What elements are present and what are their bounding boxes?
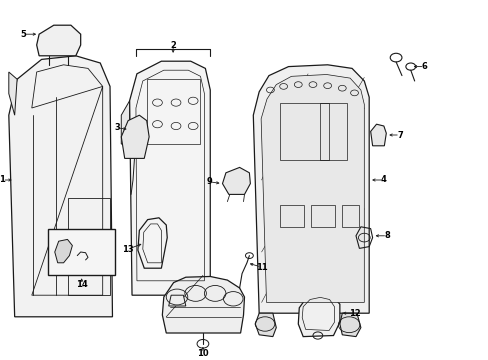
- Bar: [279, 205, 304, 227]
- Polygon shape: [255, 313, 276, 337]
- Bar: [320, 103, 346, 160]
- Text: 13: 13: [122, 245, 134, 253]
- Polygon shape: [168, 295, 185, 306]
- Text: 12: 12: [348, 309, 360, 318]
- Polygon shape: [261, 75, 364, 302]
- Text: 11: 11: [255, 263, 267, 271]
- Polygon shape: [9, 72, 17, 115]
- Polygon shape: [121, 115, 149, 158]
- Text: 3: 3: [114, 123, 120, 132]
- Text: 1: 1: [0, 175, 5, 184]
- Polygon shape: [162, 276, 244, 333]
- Bar: [48, 229, 115, 275]
- Polygon shape: [9, 56, 112, 317]
- Polygon shape: [222, 167, 250, 194]
- Polygon shape: [298, 293, 339, 337]
- Bar: [279, 103, 328, 160]
- Text: 8: 8: [384, 231, 389, 240]
- Bar: [310, 205, 334, 227]
- Text: 14: 14: [76, 280, 87, 289]
- Polygon shape: [55, 239, 72, 263]
- Polygon shape: [37, 25, 81, 56]
- Polygon shape: [253, 65, 368, 313]
- Text: 6: 6: [421, 62, 427, 71]
- Text: 7: 7: [396, 130, 402, 139]
- Bar: [342, 205, 359, 227]
- Text: 5: 5: [20, 30, 26, 39]
- Polygon shape: [339, 313, 360, 337]
- Polygon shape: [370, 124, 386, 146]
- Polygon shape: [129, 61, 210, 295]
- Text: 4: 4: [380, 175, 386, 184]
- Text: 9: 9: [206, 177, 212, 186]
- Text: 2: 2: [170, 40, 176, 49]
- Polygon shape: [121, 101, 129, 144]
- Text: 10: 10: [197, 349, 208, 358]
